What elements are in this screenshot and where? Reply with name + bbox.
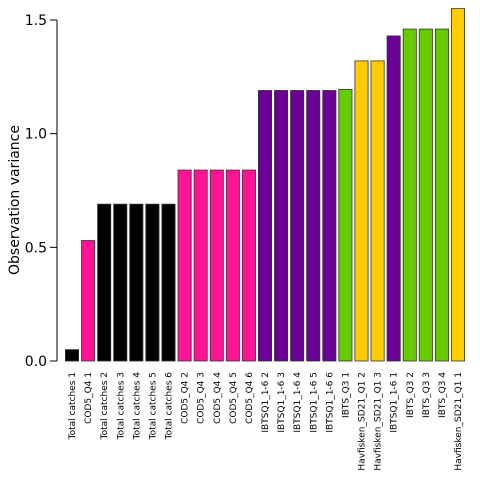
- bar: [386, 35, 401, 362]
- bar: [338, 88, 353, 362]
- x-tick-label: COD5_Q4 3: [197, 372, 207, 424]
- x-tick-label: IBTS_Q3 3: [422, 372, 432, 418]
- bars: [65, 8, 466, 362]
- bar: [145, 203, 160, 362]
- bar: [290, 90, 305, 362]
- y-tick-label: 0.0: [25, 354, 47, 370]
- x-tick-label: IBTS_Q3 1: [341, 372, 351, 418]
- bar: [306, 90, 321, 362]
- x-tick-label: IBTSQ1_1-6 2: [261, 372, 271, 433]
- x-tick-label: IBTS_Q3 2: [406, 372, 416, 418]
- x-tick-label: IBTSQ1_1-6 5: [309, 372, 319, 433]
- x-tick-label: Total catches 6: [165, 372, 175, 441]
- x-tick-label: IBTSQ1_1-6 3: [277, 372, 287, 433]
- y-tick-label: 0.5: [25, 240, 47, 256]
- bar: [113, 203, 128, 362]
- bar: [129, 203, 144, 362]
- x-tick-label: IBTSQ1_1-6 1: [390, 372, 400, 433]
- x-tick-label: Total catches 1: [68, 372, 78, 440]
- x-tick-label: IBTS_Q3 4: [438, 372, 448, 418]
- bar: [161, 203, 176, 362]
- bar: [177, 169, 192, 362]
- x-tick-labels: Total catches 1 COD5_Q4 1 Total catches 2 T…: [68, 372, 464, 471]
- x-tick-label: Total catches 4: [132, 372, 142, 441]
- bar: [274, 90, 289, 362]
- bar: [193, 169, 208, 362]
- bar: [402, 28, 417, 362]
- x-tick-label: IBTSQ1_1-6 4: [293, 372, 303, 433]
- x-tick-label: COD5_Q4 1: [84, 372, 94, 424]
- x-tick-label: Havfisken_SD21_Q1 2: [358, 372, 368, 471]
- bar: [209, 169, 224, 362]
- x-tick-label: COD5_Q4 4: [213, 372, 223, 424]
- y-axis-title: Observation variance: [7, 125, 23, 275]
- bar: [241, 169, 256, 362]
- bar: [225, 169, 240, 362]
- bar: [97, 203, 112, 362]
- bar: [434, 28, 449, 362]
- x-tick-label: Total catches 5: [148, 372, 158, 440]
- y-tick-label: 1.5: [25, 13, 47, 29]
- x-tick-label: COD5_Q4 6: [245, 372, 255, 424]
- x-tick-label: Havfisken_SD21_Q1 1: [454, 372, 464, 471]
- y-axis: 0.0 0.5 1.0 1.5: [25, 13, 58, 370]
- x-tick-label: COD5_Q4 2: [181, 372, 191, 424]
- bar: [81, 240, 96, 362]
- bar: [65, 349, 80, 362]
- x-tick-label: Total catches 2: [100, 372, 110, 440]
- bar: [354, 60, 369, 362]
- bar: [418, 28, 433, 362]
- y-tick-label: 1.0: [25, 127, 47, 143]
- bar: [451, 8, 466, 362]
- x-tick-label: COD5_Q4 5: [229, 372, 239, 424]
- bar: [258, 90, 273, 362]
- x-tick-label: Total catches 3: [116, 372, 126, 440]
- x-tick-label: IBTSQ1_1-6 6: [325, 372, 335, 433]
- x-tick-label: Havfisken_SD21_Q1 3: [374, 372, 384, 471]
- bar: [370, 60, 385, 362]
- bar: [322, 90, 337, 362]
